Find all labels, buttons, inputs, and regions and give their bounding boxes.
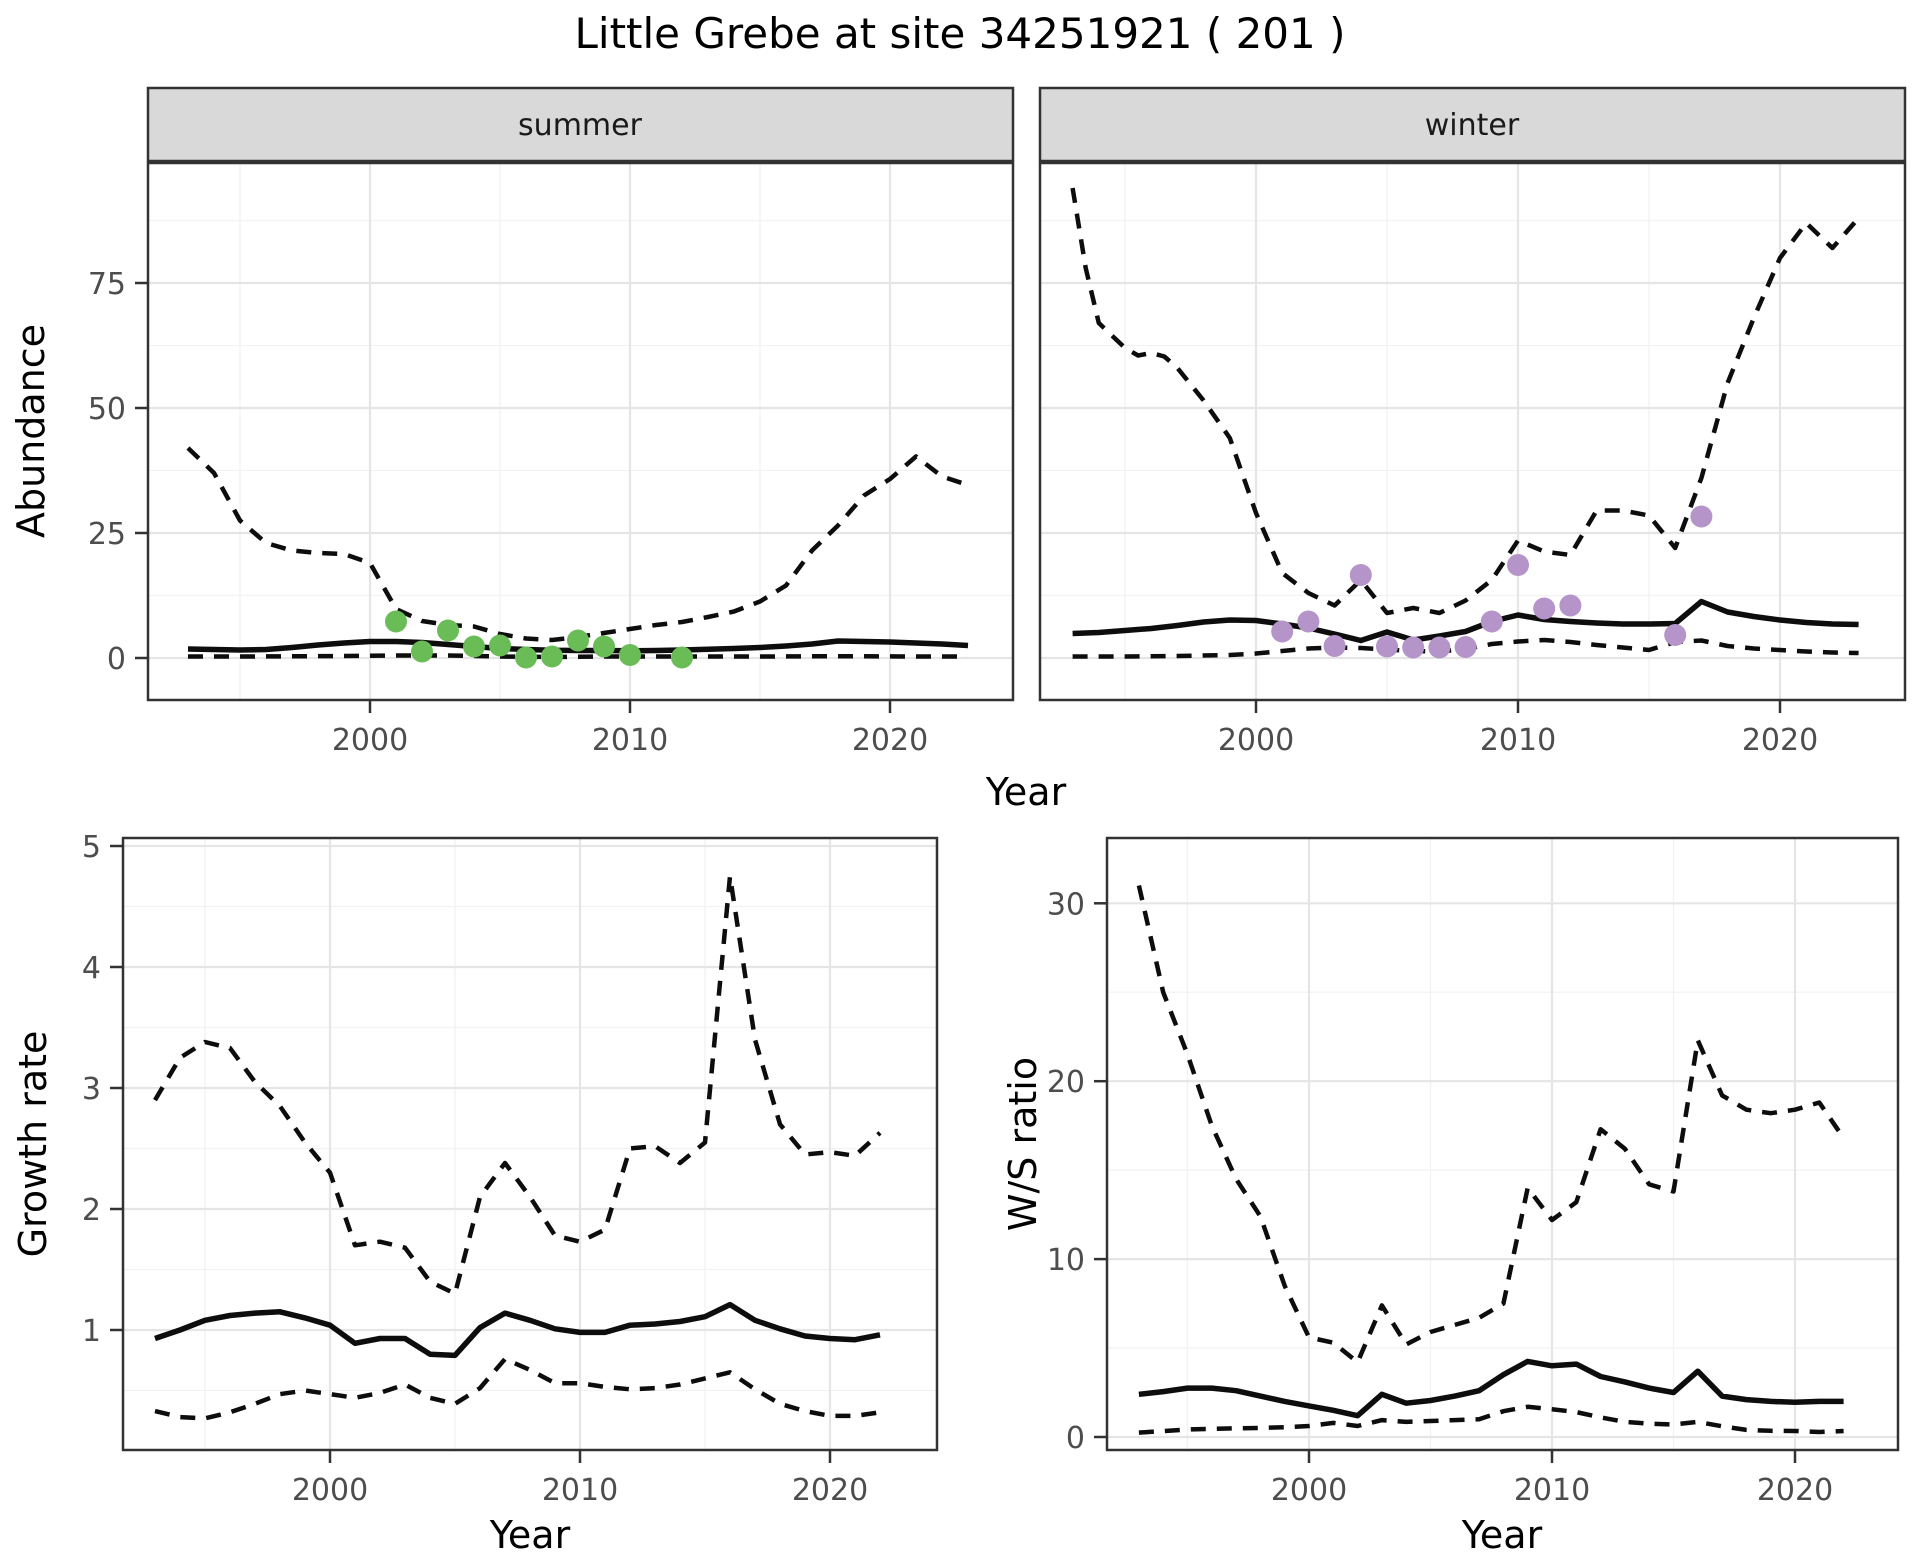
facet-strip-winter-label: winter: [1425, 108, 1520, 143]
median-line: [1138, 1358, 1844, 1419]
y-tick-label: 10: [1047, 1243, 1085, 1278]
x-tick-label: 2010: [1514, 1473, 1590, 1508]
observed-point: [593, 635, 615, 658]
panel-summer: 2000 2010 2020 0 25 50 75: [88, 161, 1015, 758]
observed-point: [567, 629, 589, 652]
panel-background: [1040, 163, 1905, 700]
observed-point: [1323, 635, 1346, 657]
observed-point: [1376, 635, 1398, 658]
observed-point: [1402, 636, 1425, 659]
observed-point: [437, 619, 459, 642]
ws-year-axis-title: Year: [1461, 1513, 1543, 1557]
facet-strip-summer: [146, 86, 1015, 163]
observed-point: [385, 610, 407, 633]
x-tick-label: 2020: [1742, 723, 1818, 758]
top-year-axis-title: Year: [985, 770, 1067, 814]
x-tick-label: 2010: [1480, 723, 1556, 758]
upper-ci-line: [153, 874, 882, 1296]
y-tick-label: 20: [1047, 1065, 1085, 1100]
upper-ci-line: [1136, 885, 1846, 1365]
facet-strip-winter: [1038, 86, 1907, 163]
lower-ci-line: [1072, 637, 1859, 659]
observed-point: [1480, 610, 1503, 633]
x-tick-label: 2010: [542, 1473, 618, 1508]
y-tick-label: 2: [82, 1193, 101, 1228]
observed-point: [1507, 554, 1529, 576]
y-tick-label: 75: [88, 267, 126, 302]
panel-winter: 2000 2010 2020: [1038, 161, 1907, 758]
axis-titles: Abundance Year Growth rate Year W/S rati…: [9, 324, 1543, 1557]
observed-point: [1454, 636, 1477, 658]
x-tick-label: 2010: [592, 723, 668, 758]
observed-point: [671, 646, 693, 669]
observed-point: [463, 635, 485, 658]
page-title: Little Grebe at site 34251921 ( 201 ): [575, 9, 1346, 58]
y-tick-label: 30: [1047, 887, 1085, 922]
observed-point: [1533, 597, 1556, 620]
panel-border: [146, 161, 1015, 702]
observed-point: [1690, 505, 1713, 528]
observed-point: [489, 634, 511, 657]
observed-point: [1271, 620, 1294, 643]
abundance-axis-title: Abundance: [9, 324, 53, 538]
facet-strip-summer-label: summer: [518, 108, 643, 143]
x-tick-label: 2020: [792, 1473, 868, 1508]
x-tick-label: 2020: [1757, 1473, 1833, 1508]
y-tick-label: 5: [82, 830, 101, 865]
growth-rate-axis-title: Growth rate: [11, 1031, 55, 1258]
observed-point: [411, 640, 433, 663]
lower-ci-line: [154, 1356, 881, 1421]
y-tick-label: 3: [82, 1072, 101, 1107]
upper-ci-line: [1070, 187, 1861, 616]
x-tick-label: 2000: [332, 723, 408, 758]
panel-background: [123, 838, 937, 1450]
ws-ratio-axis-title: W/S ratio: [1001, 1057, 1045, 1231]
x-tick-label: 2000: [1271, 1473, 1347, 1508]
observed-point: [541, 645, 563, 668]
median-line: [154, 1301, 881, 1359]
panel-ws-ratio: 2000 2010 2020 0 10 20 30: [1047, 836, 1900, 1508]
observed-point: [1664, 624, 1687, 646]
growth-year-axis-title: Year: [489, 1513, 571, 1557]
y-tick-label: 4: [82, 951, 101, 986]
facet-strips: summer winter: [146, 86, 1907, 163]
y-tick-label: 25: [88, 517, 126, 552]
y-tick-label: 50: [88, 392, 126, 427]
panel-border: [1105, 836, 1900, 1452]
observed-point: [619, 644, 641, 666]
panel-border: [121, 836, 939, 1452]
panel-border: [1038, 161, 1907, 702]
x-tick-label: 2000: [1218, 723, 1294, 758]
median-line: [1072, 598, 1859, 644]
observed-point: [1349, 564, 1372, 586]
x-tick-label: 2000: [292, 1473, 368, 1508]
observed-point: [1559, 594, 1582, 617]
panel-background: [148, 163, 1013, 700]
y-tick-label: 1: [82, 1314, 101, 1349]
y-tick-label: 0: [107, 642, 126, 677]
lower-ci-line: [1138, 1404, 1844, 1435]
panel-growth-rate: 2000 2010 2020 1 2 3 4 5: [82, 830, 939, 1508]
lower-ci-line: [188, 653, 968, 660]
observed-point: [515, 646, 537, 669]
panel-background: [1107, 838, 1898, 1450]
y-tick-label: 0: [1066, 1421, 1085, 1456]
observed-point: [1428, 636, 1451, 659]
observed-point: [1297, 610, 1320, 633]
x-tick-label: 2020: [852, 723, 928, 758]
